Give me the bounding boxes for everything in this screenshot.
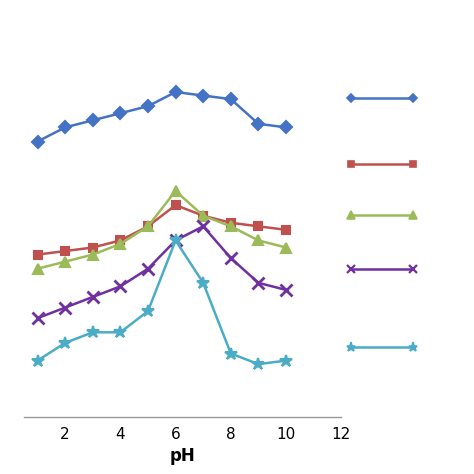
X-axis label: pH: pH: [170, 447, 195, 465]
